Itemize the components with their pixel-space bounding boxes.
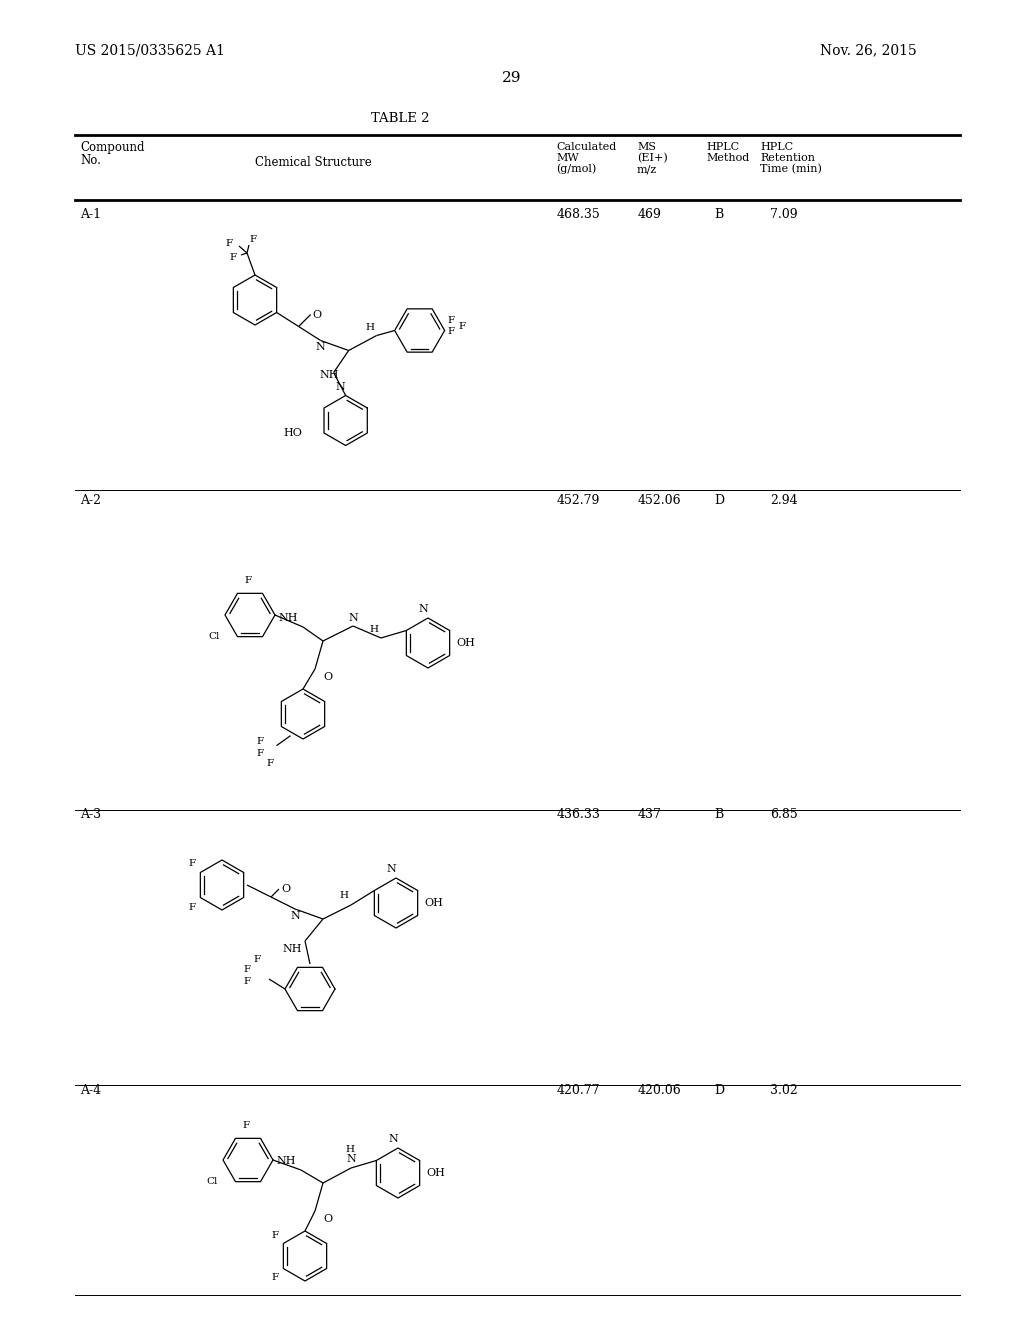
Text: N: N: [346, 1154, 356, 1164]
Text: HO: HO: [283, 428, 302, 438]
Text: (EI+): (EI+): [637, 153, 668, 164]
Text: NH: NH: [276, 1156, 296, 1166]
Text: 452.79: 452.79: [557, 494, 600, 507]
Text: Time (min): Time (min): [760, 164, 822, 174]
Text: Compound: Compound: [80, 141, 144, 154]
Text: O: O: [281, 884, 290, 894]
Text: 6.85: 6.85: [770, 808, 798, 821]
Text: N: N: [388, 1134, 398, 1144]
Text: 7.09: 7.09: [770, 209, 798, 222]
Text: 468.35: 468.35: [557, 209, 601, 222]
Text: N: N: [336, 381, 345, 392]
Text: HPLC: HPLC: [706, 143, 739, 152]
Text: F: F: [459, 322, 466, 331]
Text: D: D: [714, 494, 724, 507]
Text: 437: 437: [638, 808, 662, 821]
Text: D: D: [714, 1084, 724, 1097]
Text: MW: MW: [556, 153, 579, 162]
Text: Nov. 26, 2015: Nov. 26, 2015: [820, 44, 916, 57]
Text: 2.94: 2.94: [770, 494, 798, 507]
Text: F: F: [256, 750, 263, 758]
Text: F: F: [447, 327, 455, 337]
Text: NH: NH: [279, 612, 298, 623]
Text: OH: OH: [456, 638, 475, 648]
Text: H: H: [345, 1144, 354, 1154]
Text: HPLC: HPLC: [760, 143, 794, 152]
Text: NH: NH: [283, 944, 302, 954]
Text: O: O: [323, 1214, 332, 1224]
Text: 420.06: 420.06: [638, 1084, 682, 1097]
Text: Method: Method: [706, 153, 750, 162]
Text: MS: MS: [637, 143, 656, 152]
Text: F: F: [447, 315, 455, 325]
Text: (g/mol): (g/mol): [556, 164, 596, 174]
Text: TABLE 2: TABLE 2: [371, 111, 429, 124]
Text: 436.33: 436.33: [557, 808, 601, 821]
Text: OH: OH: [426, 1168, 444, 1177]
Text: N: N: [290, 911, 300, 921]
Text: B: B: [714, 209, 723, 222]
Text: F: F: [226, 239, 233, 248]
Text: F: F: [245, 576, 252, 585]
Text: 3.02: 3.02: [770, 1084, 798, 1097]
Text: F: F: [243, 1121, 250, 1130]
Text: OH: OH: [424, 898, 442, 908]
Text: F: F: [244, 977, 251, 986]
Text: A-1: A-1: [80, 209, 101, 222]
Text: N: N: [348, 612, 357, 623]
Text: F: F: [271, 1272, 279, 1282]
Text: O: O: [312, 309, 322, 319]
Text: F: F: [188, 903, 196, 912]
Text: A-3: A-3: [80, 808, 101, 821]
Text: 420.77: 420.77: [557, 1084, 600, 1097]
Text: Cl: Cl: [208, 632, 219, 642]
Text: F: F: [271, 1230, 279, 1239]
Text: A-2: A-2: [80, 494, 101, 507]
Text: F: F: [188, 858, 196, 867]
Text: F: F: [254, 954, 261, 964]
Text: N: N: [418, 605, 428, 614]
Text: Cl: Cl: [206, 1177, 217, 1187]
Text: Retention: Retention: [760, 153, 815, 162]
Text: B: B: [714, 808, 723, 821]
Text: F: F: [244, 965, 251, 974]
Text: O: O: [323, 672, 332, 682]
Text: No.: No.: [80, 153, 101, 166]
Text: 469: 469: [638, 209, 662, 222]
Text: H: H: [369, 624, 378, 634]
Text: H: H: [339, 891, 348, 900]
Text: F: F: [256, 737, 263, 746]
Text: F: F: [249, 235, 256, 244]
Text: 452.06: 452.06: [638, 494, 682, 507]
Text: m/z: m/z: [637, 164, 657, 174]
Text: US 2015/0335625 A1: US 2015/0335625 A1: [75, 44, 225, 57]
Text: F: F: [266, 759, 273, 768]
Text: Calculated: Calculated: [556, 143, 616, 152]
Text: H: H: [366, 323, 375, 333]
Text: 29: 29: [502, 71, 522, 84]
Text: Chemical Structure: Chemical Structure: [255, 157, 372, 169]
Text: A-4: A-4: [80, 1084, 101, 1097]
Text: NH: NH: [319, 370, 339, 380]
Text: N: N: [386, 865, 396, 874]
Text: F: F: [229, 252, 237, 261]
Text: N: N: [315, 342, 326, 351]
